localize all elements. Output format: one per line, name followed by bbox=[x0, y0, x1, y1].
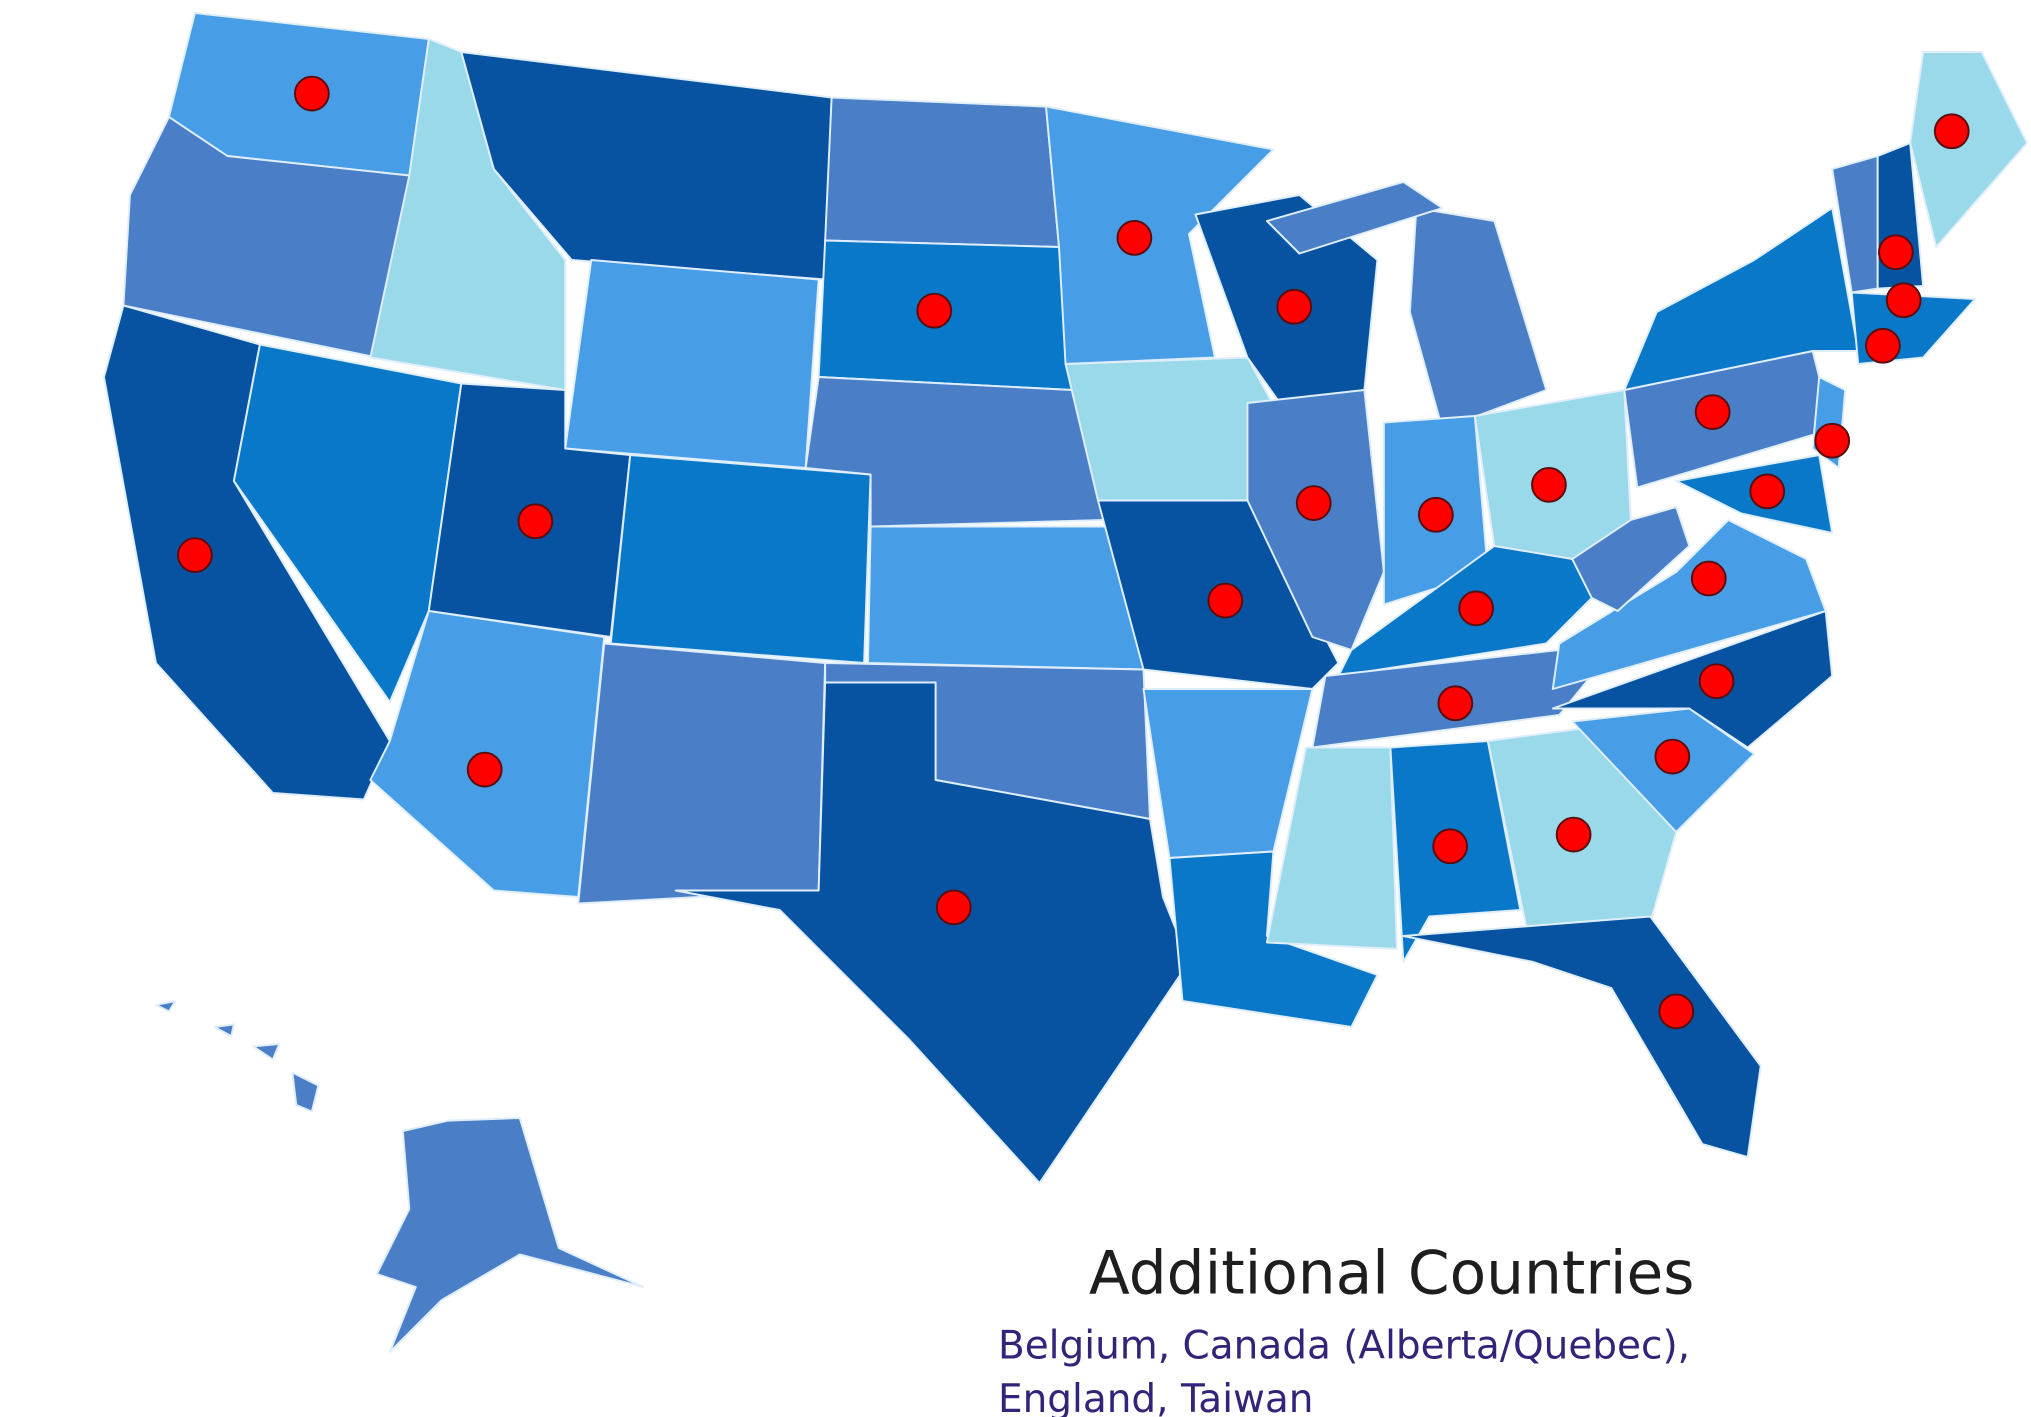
state bbox=[867, 525, 1145, 671]
state bbox=[213, 1023, 235, 1038]
annotation-title: Additional Countries bbox=[1089, 1239, 1694, 1308]
marker-dot bbox=[1654, 738, 1691, 775]
state bbox=[1142, 688, 1314, 859]
marker-dot bbox=[1417, 496, 1454, 533]
marker-dot bbox=[1207, 582, 1244, 619]
annotation-line: Belgium, Canada (Alberta/Quebec), bbox=[998, 1323, 1690, 1368]
marker-dot bbox=[466, 751, 503, 788]
marker-dot bbox=[1933, 113, 1970, 150]
marker-dot bbox=[1531, 467, 1567, 503]
marker-dot bbox=[1555, 816, 1592, 853]
state bbox=[1402, 915, 1762, 1158]
marker-dot bbox=[1690, 560, 1727, 597]
marker-dot bbox=[1698, 663, 1735, 700]
state bbox=[375, 1117, 645, 1353]
marker-dot bbox=[1116, 220, 1153, 256]
state bbox=[824, 96, 1061, 248]
markers bbox=[177, 75, 1970, 1030]
annotation-line: England, Taiwan bbox=[998, 1377, 1314, 1417]
state bbox=[1571, 506, 1691, 612]
state bbox=[1265, 181, 1444, 255]
state bbox=[1623, 207, 1860, 391]
states bbox=[102, 12, 2029, 1353]
marker-dot bbox=[1864, 327, 1901, 364]
marker-dot bbox=[293, 75, 330, 112]
marker-dot bbox=[1658, 993, 1695, 1030]
marker-dot bbox=[1877, 234, 1914, 271]
marker-dot bbox=[916, 292, 953, 329]
state bbox=[564, 259, 820, 469]
marker-dot bbox=[517, 503, 554, 540]
state bbox=[1045, 105, 1275, 365]
state bbox=[674, 681, 1190, 1184]
marker-dot bbox=[935, 889, 972, 926]
marker-dot bbox=[1814, 422, 1851, 459]
state bbox=[577, 642, 827, 905]
state bbox=[1265, 746, 1398, 950]
marker-dot bbox=[1437, 685, 1474, 722]
state bbox=[232, 343, 463, 703]
marker-dot bbox=[1295, 485, 1332, 521]
state bbox=[1909, 51, 2029, 248]
state bbox=[291, 1071, 320, 1113]
marker-dot bbox=[1432, 828, 1469, 865]
state bbox=[1408, 207, 1548, 430]
state bbox=[1551, 519, 1827, 690]
state bbox=[1551, 610, 1834, 749]
marker-dot bbox=[1458, 590, 1495, 627]
state bbox=[154, 1000, 177, 1013]
marker-dot bbox=[1885, 282, 1922, 319]
marker-dot bbox=[1749, 473, 1786, 510]
marker-dot bbox=[1694, 394, 1731, 430]
state bbox=[609, 454, 872, 664]
state bbox=[252, 1042, 281, 1061]
marker-dot bbox=[1276, 288, 1313, 325]
marker-dot bbox=[177, 537, 213, 573]
